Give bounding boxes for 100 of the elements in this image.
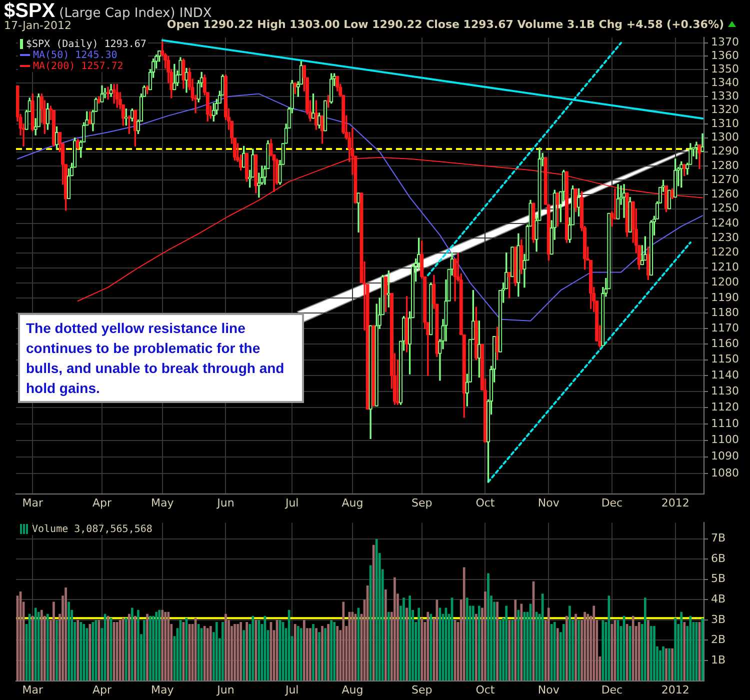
y-tick-label: 1110: [711, 416, 739, 430]
bar: [137, 610, 140, 681]
y-tick-label: 7B: [711, 532, 726, 545]
candlestick: [616, 184, 620, 220]
y-tick-label: 1240: [711, 216, 739, 230]
bar: [318, 632, 320, 681]
bar: [143, 620, 146, 681]
bar: [242, 630, 245, 681]
candlestick: [172, 64, 176, 90]
y-tick-label: 1230: [711, 230, 739, 244]
y-tick-label: 2B: [711, 633, 726, 646]
bar: [668, 648, 670, 681]
bar: [336, 626, 339, 681]
x-tick-label: Mar: [22, 496, 44, 510]
bar: [333, 622, 336, 681]
candlestick: [109, 84, 113, 97]
bar: [592, 606, 596, 681]
bar: [321, 626, 324, 681]
bar: [517, 610, 520, 681]
bar: [683, 622, 686, 681]
y-tick-label: 1340: [711, 76, 739, 89]
chart-subtitle: (Large Cap Index) INDX: [59, 6, 212, 21]
x-tick-label: Nov: [538, 496, 560, 510]
bar: [258, 620, 260, 681]
x-tick-label: May: [150, 496, 174, 510]
candlestick: [145, 85, 150, 94]
candlestick: [426, 322, 430, 376]
candlestick: [100, 85, 104, 102]
x-tick-label: Sep: [411, 496, 432, 510]
bar: [224, 614, 227, 681]
y-tick-label: 1130: [711, 384, 739, 398]
bar: [131, 608, 134, 681]
candlestick: [293, 82, 297, 94]
candlestick: [471, 290, 475, 340]
y-tick-label: 1100: [711, 433, 739, 446]
candlestick: [589, 260, 593, 309]
bar: [394, 577, 396, 681]
bar: [68, 602, 70, 681]
bar: [300, 628, 302, 681]
bar: [505, 606, 508, 681]
y-tick-label: 1280: [711, 158, 739, 172]
candlestick: [182, 58, 186, 89]
y-tick-label: 1270: [711, 172, 739, 186]
candlestick: [622, 184, 626, 218]
bar: [586, 614, 589, 681]
bar: [149, 616, 152, 681]
candlestick: [106, 86, 110, 100]
x-tick-label: Oct: [476, 496, 496, 510]
candlestick: [474, 306, 478, 360]
bar: [124, 618, 128, 681]
bar: [236, 624, 239, 681]
candlestick: [97, 96, 101, 104]
y-tick-label: 1320: [711, 103, 739, 116]
candlestick: [564, 171, 569, 243]
bar: [638, 622, 640, 681]
candlestick: [245, 152, 249, 182]
candlestick: [103, 88, 107, 98]
bar: [514, 600, 517, 681]
candlestick: [520, 239, 524, 274]
candlestick: [680, 161, 684, 188]
bar: [680, 612, 683, 681]
bar: [52, 602, 55, 681]
legend-label: $SPX (Daily) 1293.67: [26, 38, 146, 50]
bar: [37, 612, 40, 681]
x-tick-label: Jul: [284, 496, 299, 510]
bar: [566, 616, 568, 681]
bar: [86, 628, 88, 681]
bar: [647, 620, 650, 681]
bar: [324, 628, 326, 681]
candlestick: [700, 133, 704, 152]
candlestick: [52, 110, 56, 147]
bar: [662, 646, 664, 681]
bar: [547, 608, 550, 681]
bar: [252, 616, 254, 681]
bar: [372, 544, 375, 681]
bar: [472, 606, 474, 681]
bar: [327, 624, 330, 681]
x-tick-label: Aug: [342, 496, 364, 510]
bar: [671, 648, 674, 681]
bar: [511, 620, 514, 681]
candlestick: [30, 93, 34, 132]
x-tick-label: Nov: [538, 683, 560, 696]
x-tick-label: 2012: [661, 683, 690, 696]
y-tick-label: 4B: [711, 592, 726, 606]
bar: [303, 620, 306, 681]
bar: [418, 608, 420, 681]
bar: [64, 588, 67, 681]
bar: [200, 628, 203, 681]
y-tick-label: 1310: [711, 116, 739, 130]
bar: [164, 612, 167, 681]
y-tick-label: 1B: [711, 653, 726, 666]
bar: [118, 620, 122, 681]
bar: [240, 622, 242, 681]
y-tick-label: 1290: [711, 144, 739, 158]
bar: [484, 592, 486, 681]
y-tick-label: 1360: [711, 49, 739, 62]
bar: [375, 538, 378, 681]
bar: [309, 628, 312, 681]
bar: [430, 614, 432, 681]
bar: [222, 622, 224, 681]
